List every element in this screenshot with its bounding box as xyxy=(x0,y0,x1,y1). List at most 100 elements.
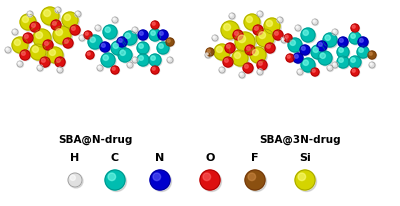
Circle shape xyxy=(127,62,133,68)
Circle shape xyxy=(359,38,369,48)
Circle shape xyxy=(86,51,94,59)
Circle shape xyxy=(96,26,102,32)
Circle shape xyxy=(98,66,104,71)
Circle shape xyxy=(69,174,83,188)
Text: SBA@3N-drug: SBA@3N-drug xyxy=(259,135,341,145)
Circle shape xyxy=(37,65,43,71)
Circle shape xyxy=(123,31,137,45)
Circle shape xyxy=(213,36,215,38)
Circle shape xyxy=(302,59,316,73)
Circle shape xyxy=(338,57,350,69)
Circle shape xyxy=(128,63,130,65)
Circle shape xyxy=(339,58,343,62)
Circle shape xyxy=(18,62,20,64)
Circle shape xyxy=(80,36,82,38)
Circle shape xyxy=(256,29,274,47)
Circle shape xyxy=(233,51,249,67)
Circle shape xyxy=(166,38,174,46)
Circle shape xyxy=(244,14,260,30)
Circle shape xyxy=(350,57,362,69)
Circle shape xyxy=(113,18,115,20)
Circle shape xyxy=(151,56,155,60)
Circle shape xyxy=(319,52,333,66)
Circle shape xyxy=(222,22,240,40)
Circle shape xyxy=(88,35,102,49)
Circle shape xyxy=(257,69,263,75)
Circle shape xyxy=(229,13,235,19)
Circle shape xyxy=(21,15,37,31)
Circle shape xyxy=(265,19,281,35)
Circle shape xyxy=(252,49,258,55)
Circle shape xyxy=(21,51,31,61)
Circle shape xyxy=(149,29,161,41)
Circle shape xyxy=(112,67,120,75)
Circle shape xyxy=(244,64,254,74)
Circle shape xyxy=(41,7,59,25)
Circle shape xyxy=(138,43,150,55)
Circle shape xyxy=(298,173,306,181)
Circle shape xyxy=(250,47,266,63)
Circle shape xyxy=(287,55,290,58)
Circle shape xyxy=(351,34,355,38)
Circle shape xyxy=(102,43,105,47)
Circle shape xyxy=(333,63,335,65)
Circle shape xyxy=(317,41,327,51)
Circle shape xyxy=(225,43,235,53)
Circle shape xyxy=(152,22,160,30)
Circle shape xyxy=(31,45,47,61)
Circle shape xyxy=(53,26,71,44)
Text: N: N xyxy=(155,153,165,163)
Text: C: C xyxy=(111,153,119,163)
Circle shape xyxy=(17,61,23,67)
Circle shape xyxy=(72,27,75,30)
Circle shape xyxy=(57,67,63,73)
Circle shape xyxy=(97,65,103,71)
Circle shape xyxy=(220,67,226,74)
Circle shape xyxy=(370,62,376,68)
Circle shape xyxy=(357,46,369,58)
Circle shape xyxy=(294,55,298,58)
Circle shape xyxy=(152,172,172,192)
Circle shape xyxy=(51,20,61,30)
Circle shape xyxy=(246,16,252,22)
Circle shape xyxy=(245,170,265,190)
Circle shape xyxy=(159,31,169,41)
Circle shape xyxy=(264,18,280,34)
Circle shape xyxy=(168,58,170,60)
Circle shape xyxy=(327,65,333,71)
Circle shape xyxy=(358,37,368,47)
Circle shape xyxy=(303,30,308,35)
Circle shape xyxy=(120,50,126,55)
Circle shape xyxy=(293,53,303,63)
Circle shape xyxy=(285,35,293,43)
Circle shape xyxy=(22,52,25,55)
Circle shape xyxy=(338,47,350,59)
Circle shape xyxy=(98,66,100,68)
Circle shape xyxy=(313,47,318,52)
Circle shape xyxy=(349,56,361,68)
Circle shape xyxy=(258,70,260,72)
Circle shape xyxy=(207,49,210,52)
Circle shape xyxy=(332,29,338,35)
Circle shape xyxy=(312,69,315,72)
Circle shape xyxy=(352,25,355,28)
Circle shape xyxy=(24,34,28,38)
Circle shape xyxy=(332,62,338,68)
Circle shape xyxy=(301,58,315,72)
Circle shape xyxy=(240,73,246,78)
Circle shape xyxy=(151,31,155,35)
Circle shape xyxy=(294,54,304,64)
Circle shape xyxy=(206,53,212,59)
Circle shape xyxy=(159,44,163,48)
Circle shape xyxy=(301,46,311,56)
Circle shape xyxy=(50,49,56,55)
Circle shape xyxy=(139,31,149,41)
Text: O: O xyxy=(205,153,215,163)
Circle shape xyxy=(257,60,267,70)
Circle shape xyxy=(206,53,208,55)
Circle shape xyxy=(369,52,372,55)
Circle shape xyxy=(55,7,61,13)
Circle shape xyxy=(265,43,275,53)
Circle shape xyxy=(6,47,12,53)
Circle shape xyxy=(132,57,138,63)
